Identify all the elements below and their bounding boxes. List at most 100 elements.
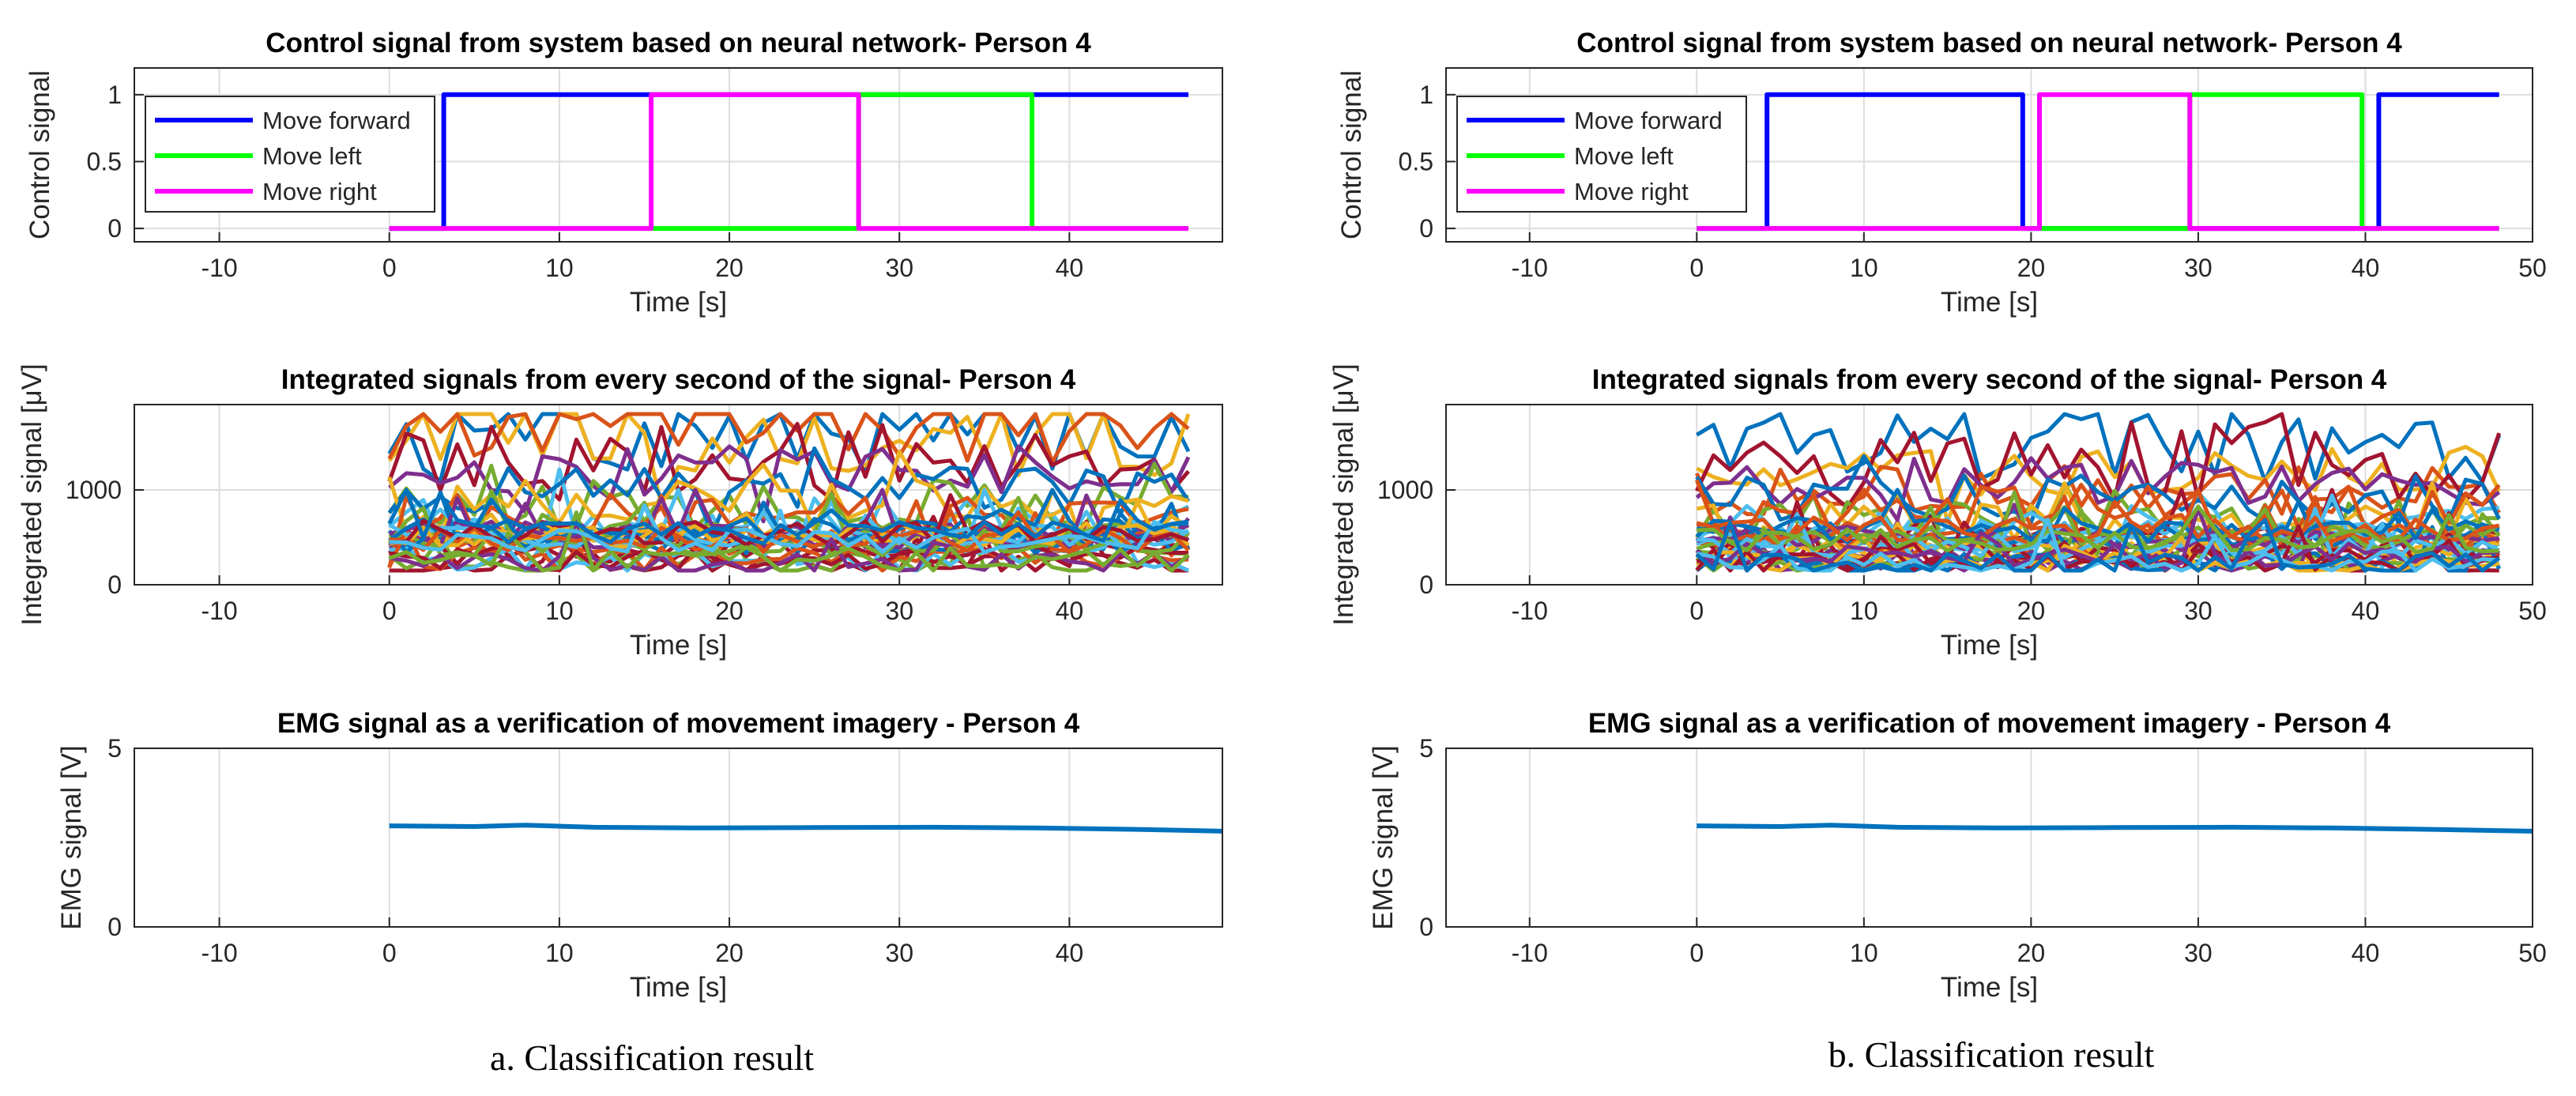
x-tick-label: 20 [715,939,744,967]
axes-frame [134,404,1223,586]
series-line-1 [1696,445,2501,525]
y-tick-label: 0.5 [87,147,122,175]
x-tick-label: 30 [2184,597,2213,625]
axes-frame [134,748,1223,928]
y-axis-label: Integrated signal [μV] [1328,363,1359,625]
series-line-33 [1697,504,2499,554]
y-axis-label: EMG signal [V] [1368,745,1399,929]
y-tick-label: 0 [1419,913,1433,941]
legend-label-0: Move forward [262,107,411,134]
y-axis-label: Control signal [24,70,55,239]
y-tick-label: 1000 [1377,476,1433,504]
y-tick-label: 1 [1419,81,1433,109]
axes-frame [1445,67,2533,243]
x-tick-label: 10 [1850,597,1878,625]
caption-right: b. Classification result [1828,1034,2155,1075]
chart-title: Control signal from system based on neur… [1576,28,2402,58]
series-line-35 [387,488,1189,546]
x-axis-label: Time [s] [1941,630,2038,661]
x-tick-label: -10 [201,939,237,967]
x-tick-label: 10 [545,597,574,625]
y-tick-label: 0 [107,571,122,599]
x-axis-label: Time [s] [630,630,727,661]
series-line-30 [1696,499,2500,544]
chart-a-control: -10 0 10 20 30 40 0 0.5 1 Control signal from sys… [24,28,1223,318]
chart-b-emg: -10 0 10 20 30 40 50 0 5 EMG signal as a verifica… [1368,708,2547,1003]
chart-title: EMG signal as a verification of movement… [1588,708,2391,739]
legend-label-2: Move right [262,178,377,205]
y-tick-label: 0 [1419,214,1433,243]
series-line-0 [1696,412,2502,484]
series-line-28 [1695,488,2499,544]
chart-a-emg: -10 0 10 20 30 40 0 5 EMG signal as a verificati… [56,708,1223,1003]
series-line-3 [1695,412,2502,510]
x-tick-label: 30 [2184,254,2213,282]
x-tick-label: 40 [2352,597,2380,625]
series-line-2 [389,92,1188,232]
axes-frame [1445,748,2533,928]
series-line-23 [387,508,1189,573]
legend-label-1: Move left [1574,142,1674,170]
x-tick-label: 30 [885,597,913,625]
x-tick-label: 10 [1850,254,1878,282]
x-tick-label: 30 [2184,939,2213,967]
chart-b-integrated: -10 0 10 20 30 40 50 0 1000 Integrated signals fr… [1328,363,2547,661]
x-tick-label: 20 [2017,597,2046,625]
y-tick-label: 0 [107,214,122,243]
y-tick-label: 5 [1419,734,1433,763]
x-tick-label: 0 [382,939,397,967]
chart-b-control: -10 0 10 20 30 40 50 0 0.5 1 Control signal from s… [1336,28,2547,318]
x-axis-label: Time [s] [630,972,727,1003]
series-line-32 [389,521,1190,573]
y-tick-label: 1 [107,81,122,109]
plot-area [1446,748,2533,927]
x-tick-label: 50 [2518,254,2547,282]
x-tick-label: 50 [2518,939,2547,967]
x-tick-label: 20 [715,254,744,282]
y-axis-label: Control signal [1336,70,1367,239]
series-line-2 [387,412,1190,465]
plot-area [134,748,1222,927]
axes-frame [134,67,1223,243]
chart-title: EMG signal as a verification of movement… [277,708,1080,739]
y-tick-label: 0 [1419,571,1433,599]
y-tick-label: 5 [107,734,122,763]
y-axis-label: EMG signal [V] [56,745,87,929]
axes-frame [1445,404,2533,586]
legend: Move forward Move left Move right [1456,96,1747,213]
series-line-7 [1695,454,2501,525]
chart-title: Integrated signals from every second of … [281,364,1076,395]
y-tick-label: 1000 [66,476,122,504]
y-tick-label: 0.5 [1399,147,1433,175]
series-line-3 [387,421,1190,502]
x-tick-label: 20 [715,597,744,625]
y-tick-label: 0 [107,913,122,941]
legend-label-1: Move left [262,142,362,170]
series-line-8 [387,450,1189,557]
x-tick-label: 10 [545,254,574,282]
series-line-34 [1696,518,2499,573]
series-line-35 [1695,518,2501,573]
chart-title: Integrated signals from every second of … [1592,364,2387,395]
chart-title: Control signal from system based on neur… [266,28,1091,58]
x-tick-label: 30 [885,939,913,967]
x-tick-label: -10 [201,254,237,282]
x-tick-label: 0 [382,254,397,282]
x-tick-label: 10 [1850,939,1878,967]
series-line-0 [389,823,1223,834]
x-tick-label: 20 [2017,254,2046,282]
x-tick-label: 0 [382,597,397,625]
x-tick-label: 40 [2352,254,2380,282]
chart-a-integrated: -10 0 10 20 30 40 0 1000 Integrated signals from… [17,363,1223,661]
series-line-2 [1697,92,2499,232]
legend: Move forward Move left Move right [145,96,435,213]
x-tick-label: -10 [1512,597,1548,625]
x-tick-label: 0 [1689,597,1704,625]
x-axis-label: Time [s] [1941,287,2038,318]
x-tick-label: 20 [2017,939,2046,967]
series-line-0 [1697,823,2533,834]
series-line-31 [389,493,1189,548]
series-line-34 [389,503,1189,555]
x-tick-label: 40 [1056,254,1084,282]
